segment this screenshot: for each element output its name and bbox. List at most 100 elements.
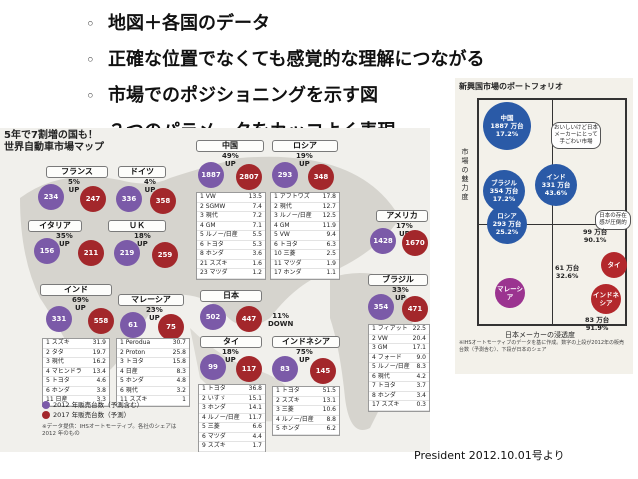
rank-row: 4 ルノー/日産 11.7 bbox=[199, 414, 265, 423]
rank-row: 3 ルノー/日産 12.5 bbox=[271, 212, 339, 222]
rank-row: 1 Perodua 30.7 bbox=[117, 339, 189, 349]
bubble-thailand-2012: 99 bbox=[200, 354, 226, 380]
rank-row: 11 日産 3.3 bbox=[43, 396, 109, 406]
rank-row: 5 トヨタ 4.6 bbox=[43, 377, 109, 387]
rank-row: 10 三菱 2.5 bbox=[271, 250, 339, 260]
map-legend: 2012 年販売台数（予測含む） 2017 年販売台数（予測） bbox=[42, 400, 143, 420]
bullet-icon: ◦ bbox=[86, 15, 95, 33]
bullet-item: ◦ 正確な位置でなくても感覚的な理解につながる bbox=[86, 42, 485, 78]
region-america-label: アメリカ bbox=[376, 210, 428, 222]
callout-right: 日本の存在感が圧倒的 bbox=[595, 210, 631, 230]
bubble-china: 中国 1887 万台 17.2% bbox=[483, 102, 531, 150]
bubble-indonesia-2012: 83 bbox=[272, 356, 298, 382]
ranking-russia: 1 アフトワズ 17.8 2 現代 12.7 3 ルノー/日産 12.5 4 GM 11… bbox=[270, 192, 340, 280]
rank-row: 4 フォード 9.0 bbox=[369, 354, 429, 363]
label-thailand: 99 万台 90.1% bbox=[583, 228, 608, 244]
rank-row: 8 ホンダ 3.6 bbox=[197, 250, 265, 260]
rank-row: 1 トヨタ 51.5 bbox=[273, 387, 339, 397]
region-germany-label: ドイツ bbox=[118, 166, 166, 178]
bullet-item: ◦ 地図＋各国のデータ bbox=[86, 6, 485, 42]
market-map-image: 5年で7割増の国も！ 世界自動車市場マップ フランス 5% UP 234 247 … bbox=[0, 128, 430, 452]
growth-indonesia: 75% UP bbox=[296, 348, 313, 364]
legend-2017-swatch bbox=[42, 411, 50, 419]
portfolio-title: 新興国市場のポートフォリオ bbox=[459, 82, 563, 91]
bubble-brazil-2017: 471 bbox=[402, 296, 428, 322]
region-brazil-label: ブラジル bbox=[368, 274, 428, 286]
rank-row: 2 Proton 25.8 bbox=[117, 349, 189, 358]
rank-row: 23 マツダ 1.2 bbox=[197, 269, 265, 279]
bubble-india: インド 331 万台 43.6% bbox=[535, 164, 577, 206]
rank-row: 1 VW 13.5 bbox=[197, 193, 265, 203]
rank-row: 7 トヨタ 3.7 bbox=[369, 382, 429, 392]
ranking-malaysia: 1 Perodua 30.7 2 Proton 25.8 3 トヨタ 15.8 4 日… bbox=[116, 338, 190, 407]
bubble-malaysia-2017: 75 bbox=[158, 314, 184, 340]
rank-row: 4 マヒンドラ 13.4 bbox=[43, 368, 109, 377]
bubble-uk-2017: 259 bbox=[152, 242, 178, 268]
portfolio-note: ※IHSオートモーティブのデータを基に作成。数字の上段が2012年の販売台数（予… bbox=[459, 340, 625, 353]
growth-brazil: 33% UP bbox=[392, 286, 409, 302]
growth-thailand: 18% UP bbox=[222, 348, 239, 364]
rank-row: 2 スズキ 13.1 bbox=[273, 397, 339, 406]
rank-row: 2 タタ 19.7 bbox=[43, 349, 109, 358]
region-russia-label: ロシア bbox=[272, 140, 338, 152]
legend-2012-swatch bbox=[42, 401, 50, 409]
bubble-malaysia: マレーシア bbox=[495, 278, 525, 308]
bubble-malaysia-2012: 61 bbox=[120, 312, 146, 338]
rank-row: 3 現代 16.2 bbox=[43, 358, 109, 368]
region-italy-label: イタリア bbox=[28, 220, 82, 232]
bubble-brazil-2012: 354 bbox=[368, 294, 394, 320]
ranking-india: 1 スズキ 31.9 2 タタ 19.7 3 現代 16.2 4 マヒンドラ 13.4 … bbox=[42, 338, 110, 407]
rank-row: 6 ホンダ 3.8 bbox=[43, 387, 109, 396]
growth-china: 49% UP bbox=[222, 152, 239, 168]
growth-italy: 35% UP bbox=[56, 232, 73, 248]
region-uk-label: ＵＫ bbox=[108, 220, 166, 232]
bubble-china-2017: 2807 bbox=[236, 164, 262, 190]
rank-row: 1 スズキ 31.9 bbox=[43, 339, 109, 349]
rank-row: 1 トヨタ 36.8 bbox=[199, 385, 265, 395]
map-note: ※データ提供：IHSオートモーティブ。各社のシェアは 2012 年のもの bbox=[42, 424, 177, 437]
rank-row: 1 アフトワズ 17.8 bbox=[271, 193, 339, 203]
region-indonesia-label: インドネシア bbox=[272, 336, 340, 348]
rank-row: 21 スズキ 1.6 bbox=[197, 260, 265, 269]
label-malaysia: 61 万台 32.6% bbox=[555, 264, 580, 280]
bubble-brazil: ブラジル 354 万台 17.2% bbox=[483, 170, 525, 212]
rank-row: 3 現代 7.2 bbox=[197, 212, 265, 222]
rank-row: 5 ホンダ 4.8 bbox=[117, 377, 189, 387]
region-japan-label: 日本 bbox=[200, 290, 262, 302]
bubble-france-2012: 234 bbox=[38, 184, 64, 210]
bubble-russia-2017: 348 bbox=[308, 164, 334, 190]
rank-row: 4 ルノー/日産 8.8 bbox=[273, 416, 339, 425]
bubble-america-2017: 1670 bbox=[402, 230, 428, 256]
bubble-india-2017: 558 bbox=[88, 308, 114, 334]
bubble-france-2017: 247 bbox=[80, 186, 106, 212]
rank-row: 5 ホンダ 6.2 bbox=[273, 425, 339, 435]
growth-russia: 19% UP bbox=[296, 152, 313, 168]
callout-top: おいしいけど日本メーカーにとって手ごわい市場 bbox=[551, 122, 601, 149]
rank-row: 3 GM 17.1 bbox=[369, 344, 429, 354]
rank-row: 11 マツダ 1.9 bbox=[271, 260, 339, 269]
rank-row: 4 GM 11.9 bbox=[271, 222, 339, 231]
rank-row: 3 ホンダ 14.1 bbox=[199, 404, 265, 414]
rank-row: 3 三菱 10.6 bbox=[273, 406, 339, 416]
rank-row: 2 SGMW 7.4 bbox=[197, 203, 265, 212]
growth-france: 5% UP bbox=[68, 178, 80, 194]
bubble-indonesia: インドネシア bbox=[591, 284, 621, 314]
label-indonesia: 83 万台 91.9% bbox=[585, 316, 610, 332]
bubble-thailand: タイ bbox=[601, 252, 627, 278]
rank-row: 5 VW 9.4 bbox=[271, 231, 339, 241]
rank-row: 6 トヨタ 6.3 bbox=[271, 241, 339, 250]
growth-germany: 4% UP bbox=[144, 178, 156, 194]
rank-row: 2 いすゞ 15.1 bbox=[199, 395, 265, 404]
bubble-uk-2012: 219 bbox=[114, 240, 140, 266]
ranking-indonesia: 1 トヨタ 51.5 2 スズキ 13.1 3 三菱 10.6 4 ルノー/日産 8.8… bbox=[272, 386, 340, 436]
bubble-japan-2012: 502 bbox=[200, 304, 226, 330]
growth-uk: 18% UP bbox=[134, 232, 151, 248]
portfolio-chart-image: 新興国市場のポートフォリオ 市場の魅力度 日本メーカーの浸透度 中国 1887 万… bbox=[455, 78, 633, 374]
bullet-icon: ◦ bbox=[86, 51, 95, 69]
rank-row: 6 トヨタ 5.3 bbox=[197, 241, 265, 250]
bubble-italy-2017: 211 bbox=[78, 240, 104, 266]
bubble-indonesia-2017: 145 bbox=[310, 358, 336, 384]
ranking-brazil: 1 フィアット 22.5 2 VW 20.4 3 GM 17.1 4 フォード 9.0 … bbox=[368, 324, 430, 412]
rank-row: 1 フィアット 22.5 bbox=[369, 325, 429, 335]
region-malaysia-label: マレーシア bbox=[118, 294, 184, 306]
